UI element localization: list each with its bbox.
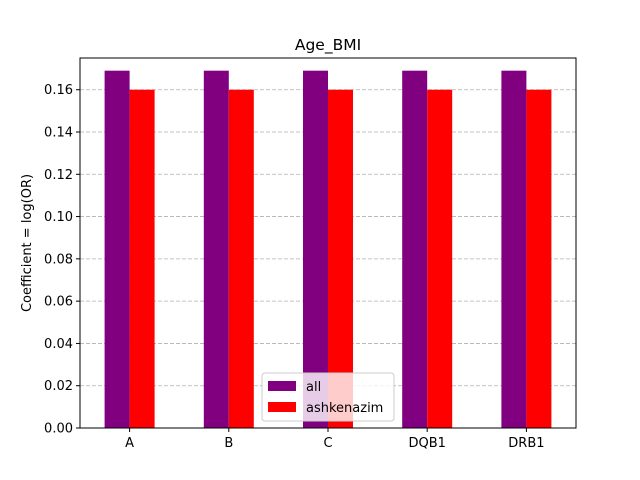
x-tick-label: DRB1	[508, 436, 544, 451]
bar-ashkenazim-drb1	[526, 89, 552, 428]
x-axis-ticks: A B C DQB1 DRB1	[125, 428, 545, 451]
bar-all-drb1	[501, 70, 527, 428]
bar-all-c	[303, 70, 328, 428]
y-tick-label: 0.08	[44, 252, 73, 267]
y-tick-label: 0.00	[44, 422, 73, 437]
bar-ashkenazim-dqb1	[427, 89, 453, 428]
bar-all-b	[203, 70, 229, 428]
bar-all-dqb1	[402, 70, 428, 428]
x-tick-label: B	[224, 436, 233, 451]
y-tick-label: 0.06	[44, 295, 73, 310]
x-tick-label: DQB1	[408, 436, 445, 451]
chart-title: Age_BMI	[295, 36, 361, 55]
legend-label-ashkenazim: ashkenazim	[306, 401, 383, 416]
y-axis-label: Coefficient = log(OR)	[20, 174, 35, 312]
y-tick-label: 0.10	[44, 210, 73, 225]
bar-ashkenazim-b	[228, 89, 254, 428]
legend-swatch-ashkenazim	[268, 402, 296, 412]
bar-ashkenazim-c	[328, 89, 353, 428]
y-tick-label: 0.04	[44, 337, 73, 352]
x-tick-label: A	[125, 436, 134, 451]
legend: all ashkenazim	[261, 372, 395, 422]
legend-label-all: all	[306, 380, 321, 395]
y-tick-label: 0.12	[44, 168, 73, 183]
y-tick-label: 0.16	[44, 83, 73, 98]
y-axis-ticks: 0.00 0.02 0.04 0.06 0.08 0.10 0.12 0.14 0.16	[44, 83, 80, 437]
y-tick-label: 0.02	[44, 379, 73, 394]
bars	[104, 70, 552, 428]
bar-all-a	[104, 70, 130, 428]
x-tick-label: C	[323, 436, 332, 451]
y-tick-label: 0.14	[44, 126, 73, 141]
legend-swatch-all	[268, 381, 296, 391]
bar-ashkenazim-a	[129, 89, 155, 428]
